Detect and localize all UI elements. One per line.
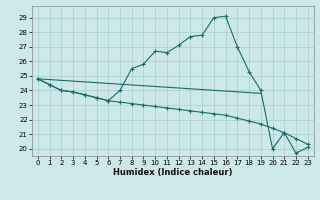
X-axis label: Humidex (Indice chaleur): Humidex (Indice chaleur) xyxy=(113,168,233,177)
